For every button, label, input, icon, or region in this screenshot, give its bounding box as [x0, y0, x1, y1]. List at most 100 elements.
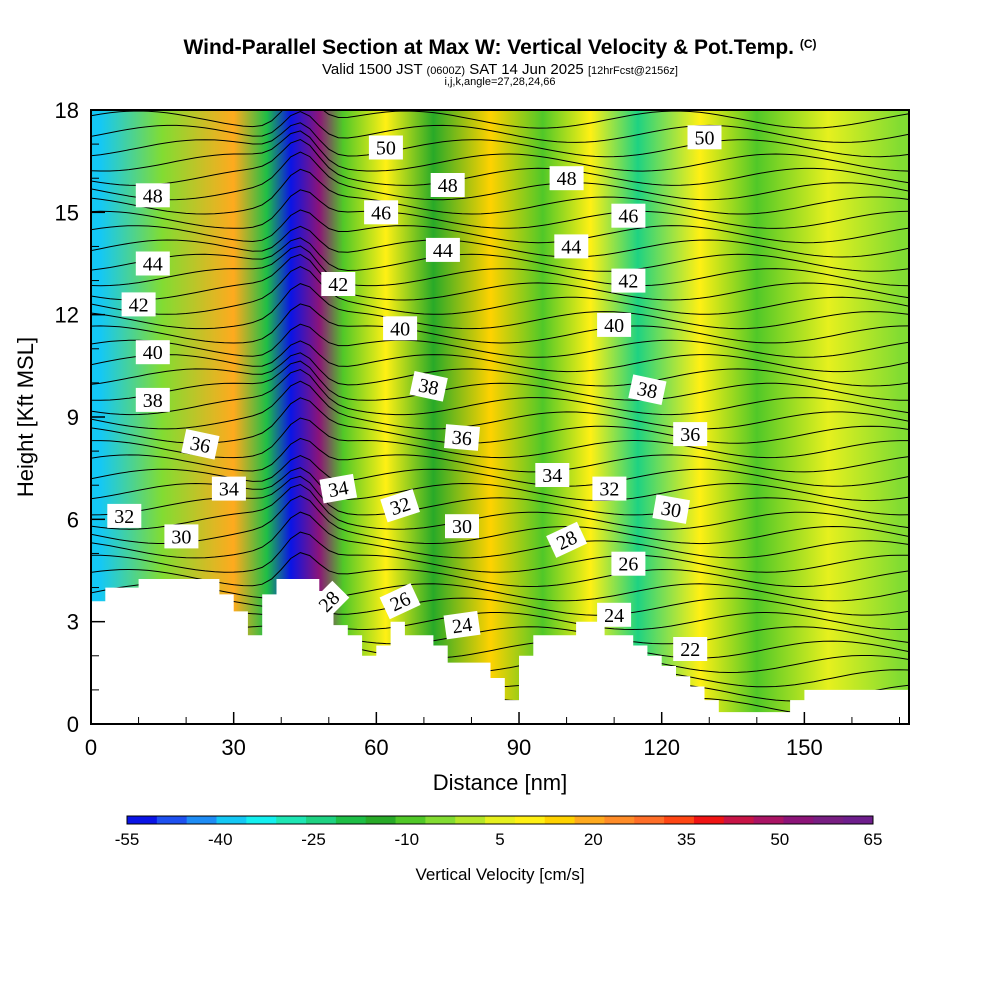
contour-labels: 50 50 48 48 48 46 46 44 44 44 42 42 42 40 40 40 38 38 38 36…: [107, 125, 722, 661]
contour-label-background: [135, 251, 170, 276]
contour-label-text: 24: [604, 605, 624, 627]
contour-label: 30: [445, 514, 479, 539]
theta-contour-line: [91, 483, 909, 530]
contour-label: 36: [673, 422, 708, 447]
chart-title-text: Wind-Parallel Section at Max W: Vertical…: [183, 36, 794, 59]
contour-label-text: 48: [557, 168, 577, 190]
contour-label-text: 24: [451, 614, 474, 639]
contour-label: 34: [211, 476, 246, 501]
contour-label-text: 36: [680, 424, 700, 446]
colorbar-swatch: [216, 816, 247, 824]
plot-area: [91, 110, 909, 724]
colorbar-swatch: [395, 816, 426, 824]
theta-contour-line: [91, 266, 909, 315]
contour-label: 24: [443, 610, 481, 640]
contour-label: 36: [444, 424, 480, 451]
colorbar-swatch: [276, 816, 307, 824]
colorbar-tick-label: 20: [584, 830, 603, 849]
contour-label-background: [652, 494, 691, 524]
colorbar-swatch: [783, 816, 814, 824]
y-tick-label: 12: [55, 303, 79, 328]
theta-contour-line: [91, 397, 909, 444]
contour-label-text: 36: [451, 427, 473, 451]
chart-subtitle: Valid 1500 JST (0600Z) SAT 14 Jun 2025 […: [0, 61, 1000, 78]
contour-label-text: 38: [416, 374, 440, 400]
theta-contour-line: [91, 189, 909, 229]
contour-label: 34: [535, 463, 570, 487]
theta-contour-line: [91, 283, 909, 330]
contour-label-background: [135, 340, 170, 365]
colorbar-tick-label: 50: [770, 830, 789, 849]
x-tick-label: 90: [507, 735, 531, 760]
colorbar-swatch: [544, 816, 575, 824]
theta-contour-line: [91, 253, 909, 301]
y-tick-label: 18: [55, 98, 79, 123]
contour-label: 40: [597, 312, 632, 337]
colorbar-swatch: [723, 816, 755, 824]
colorbar-tick-label: -40: [208, 830, 233, 849]
x-tick-label: 150: [786, 735, 823, 760]
y-tick-label: 15: [55, 200, 79, 225]
contour-label-text: 36: [188, 432, 212, 458]
contour-label-background: [368, 135, 403, 160]
theta-contour-line: [91, 495, 909, 545]
colorbar-swatch: [455, 816, 486, 824]
theta-contour-line: [91, 130, 909, 172]
contour-label: 44: [554, 234, 589, 259]
theta-contour-line: [91, 511, 909, 559]
contour-label-text: 48: [143, 185, 163, 207]
contour-label: 42: [611, 268, 646, 293]
contour-label-background: [673, 422, 708, 447]
contour-label-background: [383, 316, 418, 341]
x-tick-label: 0: [85, 735, 97, 760]
contour-label-background: [611, 551, 646, 576]
contour-label-text: 46: [618, 206, 638, 228]
contour-label: 24: [597, 602, 632, 627]
contour-label-background: [611, 203, 646, 228]
contour-label-text: 40: [143, 342, 163, 364]
contour-label-text: 26: [618, 554, 638, 576]
contour-label: 26: [611, 551, 646, 576]
contour-label: 38: [409, 371, 448, 402]
contour-label-background: [430, 173, 465, 197]
contour-label-text: 48: [438, 175, 458, 197]
subtitle-date: SAT 14 Jun 2025: [469, 61, 584, 78]
contour-label-text: 32: [114, 506, 134, 528]
theta-contour-line: [91, 151, 909, 201]
contour-label: 32: [380, 489, 420, 523]
theta-contour-line: [91, 340, 909, 373]
contour-label-background: [628, 374, 667, 405]
contour-label: 30: [164, 524, 199, 549]
contour-label: 30: [652, 494, 691, 524]
colorbar-title: Vertical Velocity [cm/s]: [415, 865, 584, 884]
colorbar: -55 -40 -25 -10 5 20 35 50 65: [115, 815, 882, 849]
contour-label-background: [687, 125, 722, 150]
contour-label-text: 44: [143, 254, 163, 276]
colorbar-swatch: [843, 816, 874, 824]
y-axis-label: Height [Kft MSL]: [13, 337, 38, 497]
theta-contour-line: [91, 110, 909, 129]
chart-title: Wind-Parallel Section at Max W: Vertical…: [0, 36, 1000, 60]
colorbar-swatch: [127, 816, 158, 824]
theta-contour-line: [91, 111, 909, 143]
theta-contour-line: [91, 122, 909, 158]
contour-label-text: 32: [599, 479, 619, 501]
contour-label-background: [135, 387, 170, 412]
x-tick-label: 60: [364, 735, 388, 760]
contour-label-text: 42: [129, 294, 149, 316]
contour-label-background: [611, 268, 646, 293]
contour-label-background: [554, 234, 589, 259]
x-axis-label: Distance [nm]: [433, 770, 568, 795]
contour-label-background: [597, 602, 632, 627]
colorbar-swatch: [306, 816, 337, 824]
contour-label-text: 46: [371, 202, 391, 224]
contour-label-background: [379, 583, 421, 620]
theta-contour-line: [91, 531, 909, 573]
contour-label-background: [597, 312, 632, 337]
colorbar-swatch: [514, 816, 546, 824]
theta-contour-line: [91, 352, 909, 387]
chart-subtitle-indices: i,j,k,angle=27,28,24,66: [444, 76, 556, 88]
contour-label: 32: [107, 503, 142, 528]
theta-contour-line: [91, 583, 909, 602]
contour-label-text: 30: [452, 516, 472, 538]
